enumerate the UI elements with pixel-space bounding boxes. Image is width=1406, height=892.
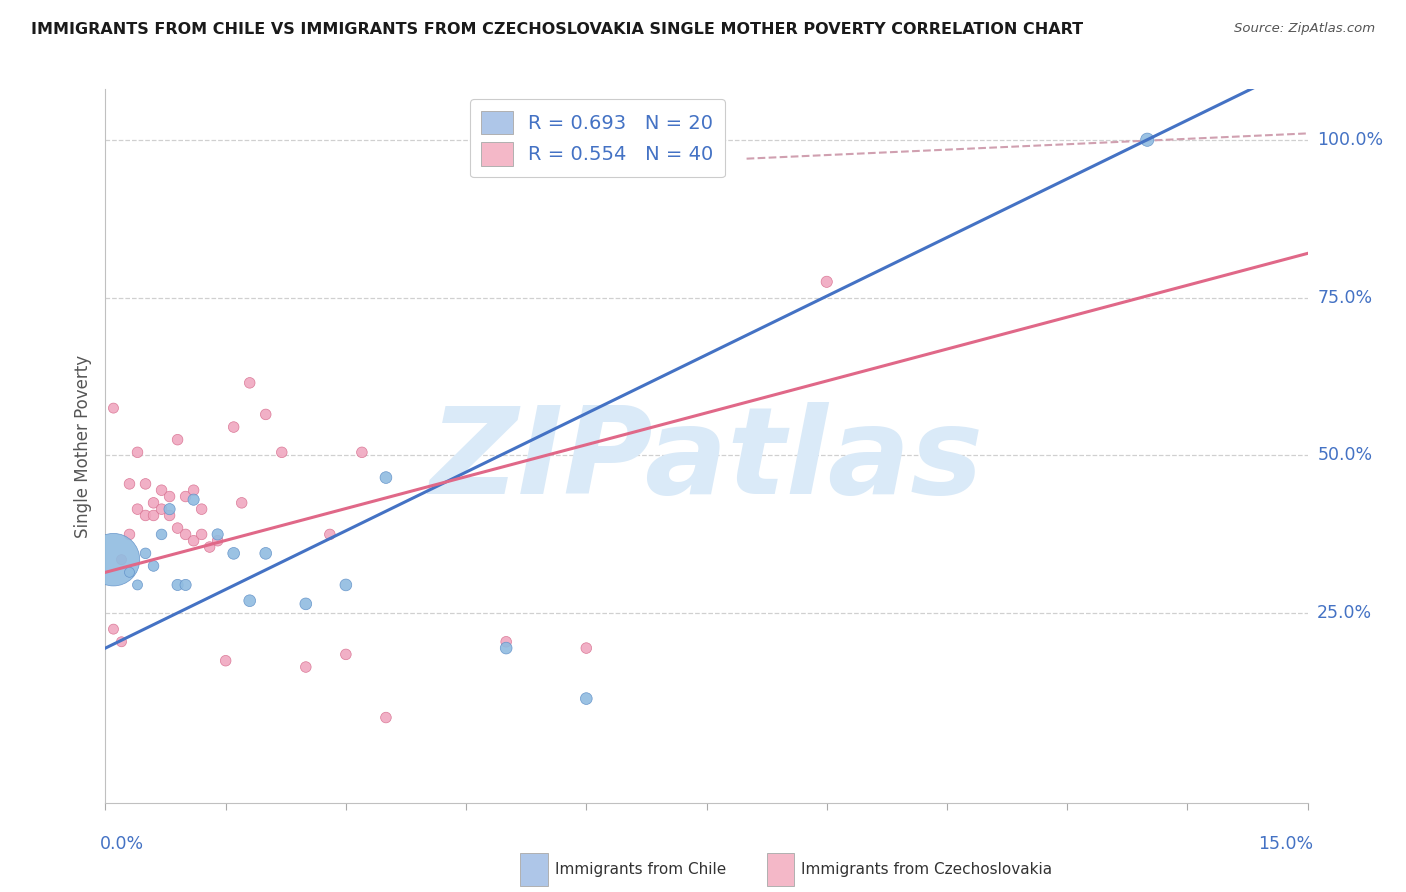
Point [207,533,229,548]
Point [190,527,212,541]
Point [222,420,245,434]
Point [135,546,157,560]
Text: Immigrants from Czechoslovakia: Immigrants from Czechoslovakia [801,863,1053,877]
Point [495,634,517,648]
Point [159,508,181,523]
Text: 75.0%: 75.0% [1317,289,1372,307]
Text: Source: ZipAtlas.com: Source: ZipAtlas.com [1234,22,1375,36]
Point [335,648,357,662]
Text: Immigrants from Chile: Immigrants from Chile [555,863,727,877]
Point [127,502,149,516]
Point [374,710,398,724]
Point [295,597,318,611]
Text: 25.0%: 25.0% [1317,605,1372,623]
Point [190,502,212,516]
Point [183,492,205,507]
Point [174,578,197,592]
Legend: R = 0.693   N = 20, R = 0.554   N = 40: R = 0.693 N = 20, R = 0.554 N = 40 [470,99,725,178]
Point [214,654,236,668]
Point [222,546,245,560]
Point [198,540,221,554]
Point [374,470,398,484]
Point [118,527,141,541]
Point [254,408,277,422]
Point [142,559,165,574]
Point [159,490,181,504]
Point [174,490,197,504]
Point [575,691,598,706]
Y-axis label: Single Mother Poverty: Single Mother Poverty [75,354,93,538]
Text: 15.0%: 15.0% [1258,835,1313,853]
Point [239,593,262,607]
Point [103,401,125,416]
Point [150,502,173,516]
Point [166,433,188,447]
Point [166,521,188,535]
Point [110,552,132,566]
Point [815,275,838,289]
Point [142,508,165,523]
Point [159,502,181,516]
Text: 50.0%: 50.0% [1317,447,1372,465]
Point [295,660,318,674]
Point [575,641,598,656]
Point [150,527,173,541]
Point [135,508,157,523]
Text: 100.0%: 100.0% [1317,131,1384,149]
Point [239,376,262,390]
Point [207,527,229,541]
Text: 0.0%: 0.0% [100,835,143,853]
Point [103,622,125,636]
Point [103,552,125,566]
Text: IMMIGRANTS FROM CHILE VS IMMIGRANTS FROM CZECHOSLOVAKIA SINGLE MOTHER POVERTY CO: IMMIGRANTS FROM CHILE VS IMMIGRANTS FROM… [31,22,1083,37]
Point [118,476,141,491]
Text: ZIPatlas: ZIPatlas [429,401,984,519]
Point [495,641,517,656]
Point [1136,133,1159,147]
Point [254,546,277,560]
Point [319,527,342,541]
Point [142,496,165,510]
Point [166,578,188,592]
Point [135,476,157,491]
Point [183,483,205,498]
Point [150,483,173,498]
Point [127,578,149,592]
Point [231,496,253,510]
Point [110,634,132,648]
Point [350,445,373,459]
Point [118,566,141,580]
Point [270,445,292,459]
Point [127,445,149,459]
Point [174,527,197,541]
Point [335,578,357,592]
Point [183,533,205,548]
